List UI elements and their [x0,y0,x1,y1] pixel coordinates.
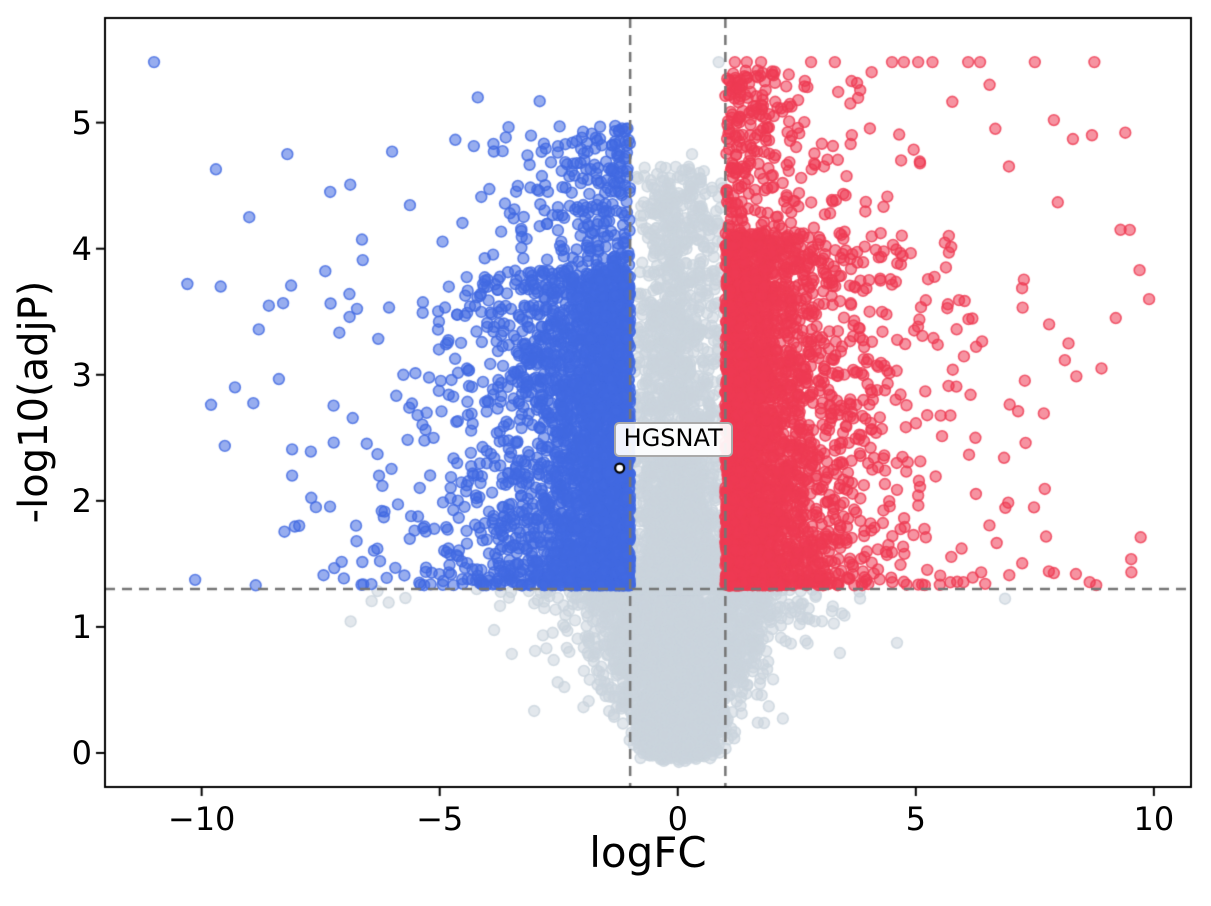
x-tick-label: 5 [905,800,926,838]
x-tick-label: −5 [416,800,464,838]
y-tick-label: 3 [71,355,92,394]
x-tick-label: −10 [167,800,236,838]
x-tick-label: 0 [667,800,688,838]
y-tick-label: 2 [71,481,92,520]
y-tick-label: 4 [71,229,92,268]
x-tick-label: 10 [1133,800,1175,838]
y-tick-label: 1 [71,607,92,646]
y-tick-label: 0 [71,733,92,772]
gene-annotation-label: HGSNAT [613,422,733,458]
y-axis-label: -log10(adjP) [11,280,57,524]
x-axis-label: logFC [589,828,707,877]
y-tick-label: 5 [71,103,92,142]
